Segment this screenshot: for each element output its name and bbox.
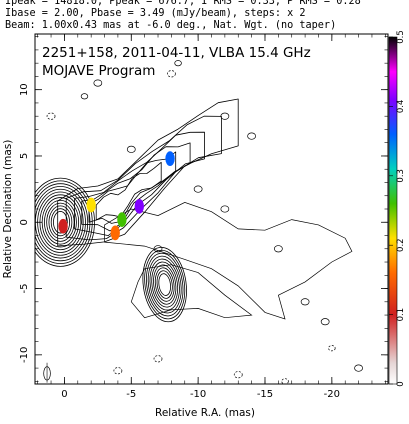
x-tick-label: 0 <box>61 389 67 400</box>
noise-contour <box>320 318 330 326</box>
chart-title: 2251+158, 2011-04-11, VLBA 15.4 GHz <box>42 45 311 61</box>
core-contour <box>35 177 95 267</box>
noise-contour <box>354 364 363 372</box>
noise-contour <box>167 70 176 78</box>
polarization-patch <box>110 225 120 241</box>
blob-contour <box>142 246 187 323</box>
blob-contour <box>151 261 179 308</box>
core-contour <box>35 186 89 259</box>
halo-contour <box>130 264 253 319</box>
polarization-patch <box>165 151 175 166</box>
noise-contour <box>281 378 289 384</box>
noise-contour <box>300 298 310 306</box>
core-contour <box>48 205 73 240</box>
noise-contour <box>220 205 230 213</box>
colorbar-tick-label: 0.4 <box>396 100 406 114</box>
core-contour <box>46 202 75 242</box>
x-tick-label: -10 <box>190 389 206 400</box>
core-contour <box>53 211 68 234</box>
colorbar-tick-label: 0 <box>396 381 406 386</box>
jet-contour <box>88 151 177 224</box>
blob-contour <box>158 273 171 296</box>
noise-contour <box>113 367 123 375</box>
x-tick-label: -5 <box>126 389 136 400</box>
y-tick-label: 0 <box>19 219 30 225</box>
y-tick-label: 10 <box>19 83 30 96</box>
contour-layer <box>35 60 363 384</box>
colorbar-tick-label: 0.1 <box>396 308 406 322</box>
y-tick-label: -10 <box>19 347 30 363</box>
colorbar: 0 0.1 0.2 0.3 0.4 0.5 <box>388 30 406 387</box>
colorbar-ticks: 0 0.1 0.2 0.3 0.4 0.5 <box>389 30 406 387</box>
blob-contour <box>153 264 177 305</box>
noise-contour <box>328 345 336 352</box>
colorbar-tick-label: 0.2 <box>396 238 406 252</box>
noise-contour <box>233 371 243 379</box>
noise-contour <box>93 79 103 87</box>
blob-contour <box>149 258 180 311</box>
x-tick-label: -15 <box>257 389 273 400</box>
chart-subtitle: MOJAVE Program <box>42 63 155 79</box>
noise-contour <box>80 93 89 100</box>
colorbar-gradient <box>388 36 398 385</box>
x-axis-label: Relative R.A. (mas) <box>155 407 255 419</box>
y-axis-label: Relative Declination (mas) <box>2 140 14 279</box>
noise-contour <box>193 185 203 193</box>
header-line-3: Beam: 1.00x0.43 mas at -6.0 deg., Nat. W… <box>5 20 337 31</box>
jet-contour <box>57 98 239 247</box>
axis-ticks: 0 -5 -10 -15 -20 -10 -5 0 5 10 <box>19 34 388 400</box>
jet-contour <box>95 161 162 221</box>
polarization-patch <box>58 218 68 234</box>
core-contour <box>35 180 93 264</box>
noise-contour <box>273 245 283 253</box>
colorbar-tick-label: 0.5 <box>396 30 406 44</box>
y-tick-label: -5 <box>19 284 30 294</box>
noise-contour <box>174 60 182 67</box>
noise-contour <box>46 112 56 120</box>
polarization-patch <box>117 212 127 227</box>
core-contour <box>44 199 77 245</box>
jet-contour <box>65 115 222 241</box>
blob-contour <box>144 249 186 320</box>
noise-contour <box>153 355 163 363</box>
halo-contour <box>104 202 353 320</box>
noise-contour <box>220 112 230 120</box>
polarization-patch <box>86 197 96 213</box>
core-contour <box>50 208 71 237</box>
blob-contour <box>154 267 175 302</box>
polarization-patch <box>134 198 144 214</box>
blob-contour <box>146 252 184 317</box>
blob-contour <box>147 255 182 314</box>
noise-contour <box>247 132 256 140</box>
core-contour <box>41 197 80 248</box>
header-line-1: Ipeak = 14818.0, Ppeak = 676.7, I RMS = … <box>5 0 361 7</box>
polarization-layer <box>58 151 175 241</box>
y-tick-label: 5 <box>19 153 30 159</box>
x-tick-label: -20 <box>324 389 340 400</box>
noise-contour <box>126 145 136 153</box>
noise-contour <box>153 245 163 253</box>
header-line-2: Ibase = 2.00, Pbase = 3.49 (mJy/beam), s… <box>5 8 306 19</box>
colorbar-tick-label: 0.3 <box>396 169 406 183</box>
blob-contour <box>156 270 173 299</box>
